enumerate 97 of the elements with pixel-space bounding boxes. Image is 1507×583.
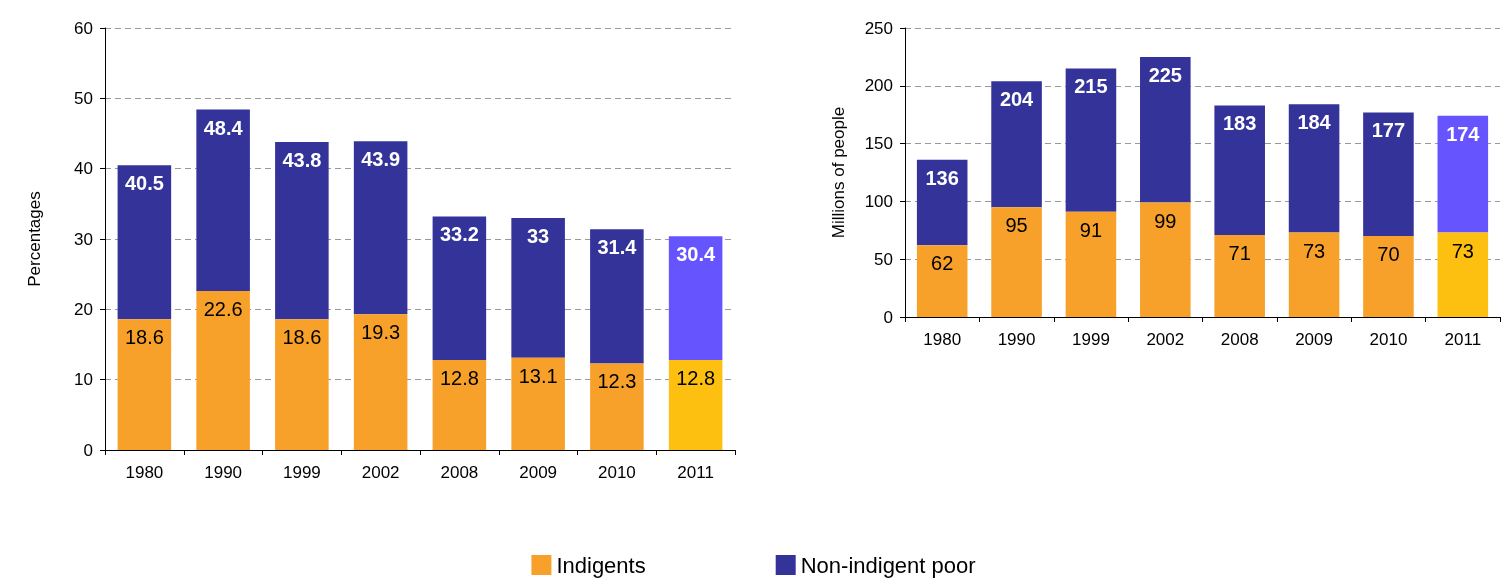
y-tick-label: 200: [864, 76, 893, 96]
y-tick-label: 0: [83, 440, 93, 460]
y-tick-label: 50: [74, 88, 93, 108]
bar: [590, 363, 644, 450]
total-label: 31.4: [597, 236, 638, 259]
bar: [668, 359, 723, 450]
total-label: 174: [1446, 122, 1481, 145]
bar: [1437, 232, 1489, 317]
x-tick-label: 2011: [1444, 330, 1482, 349]
data-label: 91: [1079, 218, 1103, 241]
total-label: 184: [1297, 111, 1332, 134]
bar: [590, 229, 644, 364]
bar: [1363, 112, 1414, 237]
total-label: 33.2: [439, 223, 479, 246]
bar: [1214, 234, 1265, 317]
total-label: 183: [1223, 112, 1257, 135]
total-label: 177: [1371, 119, 1406, 142]
y-axis-title: Millions of people: [829, 106, 848, 239]
x-tick-label: 2008: [440, 463, 479, 482]
bar: [511, 217, 565, 358]
total-label: 33: [527, 224, 550, 247]
data-label: 19.3: [361, 321, 401, 344]
y-tick-label: 60: [74, 18, 93, 38]
bar: [353, 141, 408, 315]
bar: [991, 81, 1042, 208]
data-label: 18.6: [124, 326, 164, 349]
bar: [1288, 104, 1340, 233]
bar: [196, 291, 250, 450]
bar: [275, 141, 329, 320]
bar: [668, 236, 723, 360]
total-label: 40.5: [124, 172, 164, 195]
bar: [196, 109, 250, 292]
y-tick-label: 0: [883, 307, 893, 327]
x-tick-label: 2011: [677, 463, 714, 482]
total-label: 204: [999, 88, 1035, 111]
x-tick-label: 1999: [1072, 330, 1110, 349]
bar: [275, 319, 329, 450]
y-tick-label: 20: [74, 299, 93, 319]
data-label: 99: [1154, 209, 1177, 232]
data-label: 73: [1302, 239, 1326, 262]
y-tick-label: 50: [874, 249, 893, 269]
x-tick-label: 2009: [1295, 330, 1333, 349]
total-label: 48.4: [203, 116, 244, 139]
bar: [432, 359, 487, 450]
y-tick-label: 10: [74, 370, 93, 390]
x-tick-label: 1990: [997, 330, 1036, 349]
x-tick-label: 2002: [361, 463, 400, 482]
bar: [916, 245, 968, 317]
total-label: 43.9: [361, 148, 401, 171]
x-tick-label: 2010: [597, 463, 636, 482]
total-label: 215: [1074, 75, 1108, 98]
y-tick-label: 250: [864, 18, 893, 38]
bar: [117, 165, 172, 320]
bar: [1437, 115, 1489, 233]
bar: [1065, 68, 1117, 212]
data-label: 13.1: [518, 364, 558, 387]
x-tick-label: 1999: [282, 463, 321, 482]
legend-label: Indigents: [556, 552, 646, 578]
x-tick-label: 2010: [1369, 330, 1408, 349]
y-tick-label: 40: [74, 159, 93, 179]
y-tick-label: 150: [864, 134, 893, 154]
legend-label: Non-indigent poor: [800, 552, 976, 578]
bar: [353, 314, 408, 450]
bar: [1065, 211, 1117, 317]
data-label: 62: [931, 252, 954, 275]
data-label: 18.6: [282, 326, 322, 349]
data-label: 95: [1005, 214, 1028, 237]
data-label: 73: [1451, 239, 1474, 262]
total-label: 43.8: [282, 148, 322, 171]
total-label: 225: [1148, 63, 1182, 86]
bar: [1363, 236, 1414, 317]
bar: [991, 207, 1042, 317]
bar: [1140, 56, 1191, 203]
bar: [117, 319, 172, 450]
data-label: 71: [1228, 241, 1251, 264]
data-label: 70: [1377, 243, 1400, 266]
bar: [511, 357, 565, 450]
bar: [1214, 105, 1265, 235]
bar: [1288, 232, 1340, 317]
x-tick-label: 1980: [923, 330, 962, 349]
x-tick-label: 2008: [1220, 330, 1259, 349]
x-tick-label: 2009: [519, 463, 558, 482]
y-tick-label: 100: [864, 191, 893, 211]
data-label: 12.3: [597, 370, 637, 393]
x-tick-label: 2002: [1146, 330, 1185, 349]
x-tick-label: 1980: [125, 463, 164, 482]
data-label: 12.8: [439, 366, 479, 389]
bar: [1140, 202, 1191, 317]
bar: [432, 216, 487, 360]
data-label: 22.6: [203, 298, 243, 321]
total-label: 30.4: [676, 243, 716, 266]
y-axis-title: Percentages: [25, 191, 44, 287]
bar: [916, 159, 968, 246]
total-label: 136: [925, 166, 959, 189]
data-label: 12.8: [676, 366, 716, 389]
y-tick-label: 30: [74, 229, 93, 249]
x-tick-label: 1990: [204, 463, 243, 482]
